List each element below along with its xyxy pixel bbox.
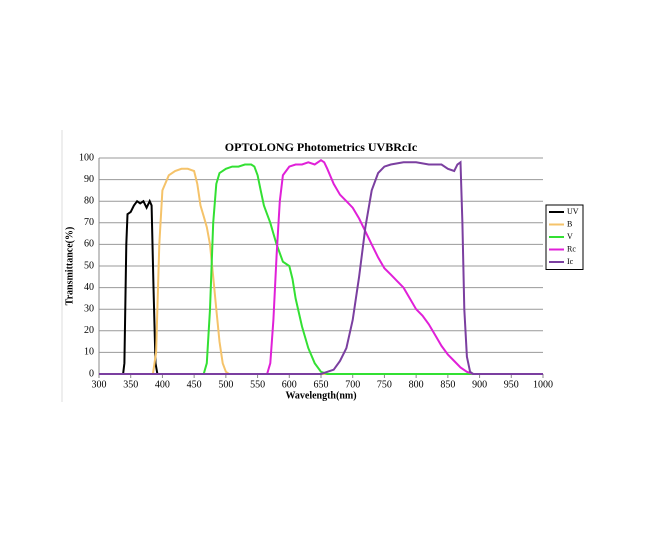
x-tick-label: 400 bbox=[155, 379, 170, 390]
y-tick-label: 60 bbox=[84, 239, 94, 250]
y-tick-label: 0 bbox=[89, 368, 94, 379]
legend-label: V bbox=[567, 232, 573, 241]
y-tick-label: 80 bbox=[84, 195, 94, 206]
x-tick-label: 550 bbox=[250, 379, 265, 390]
x-tick-label: 1000 bbox=[533, 379, 553, 390]
x-tick-label: 600 bbox=[282, 379, 297, 390]
y-axis-label: Transmittance(%) bbox=[64, 227, 75, 306]
series-line bbox=[99, 198, 543, 375]
y-tick-label: 70 bbox=[84, 217, 94, 228]
x-tick-label: 450 bbox=[187, 379, 202, 390]
legend-label: Ic bbox=[567, 257, 574, 266]
x-tick-label: 800 bbox=[409, 379, 424, 390]
series-line bbox=[99, 158, 543, 375]
x-tick-label: 900 bbox=[472, 379, 487, 390]
y-tick-label: 10 bbox=[84, 347, 94, 358]
x-tick-label: 350 bbox=[123, 379, 138, 390]
x-tick-label: 700 bbox=[345, 379, 360, 390]
y-tick-label: 100 bbox=[79, 152, 94, 163]
series-line bbox=[99, 163, 543, 375]
y-tick-label: 20 bbox=[84, 325, 94, 336]
y-tick-label: 30 bbox=[84, 303, 94, 314]
legend-label: B bbox=[567, 219, 572, 228]
y-tick-label: 50 bbox=[84, 260, 94, 271]
x-tick-label: 850 bbox=[440, 379, 455, 390]
legend-label: UV bbox=[567, 207, 579, 216]
x-tick-label: 650 bbox=[314, 379, 329, 390]
x-axis-label: Wavelength(nm) bbox=[285, 390, 356, 401]
series-line bbox=[99, 167, 543, 375]
x-tick-label: 300 bbox=[92, 379, 107, 390]
y-tick-label: 90 bbox=[84, 174, 94, 185]
legend-label: Rc bbox=[567, 244, 576, 253]
series-line bbox=[99, 160, 543, 375]
chart-title: OPTOLONG Photometrics UVBRcIc bbox=[225, 140, 418, 154]
x-tick-label: 950 bbox=[504, 379, 519, 390]
x-tick-label: 750 bbox=[377, 379, 392, 390]
x-tick-label: 500 bbox=[218, 379, 233, 390]
y-tick-label: 40 bbox=[84, 282, 94, 293]
